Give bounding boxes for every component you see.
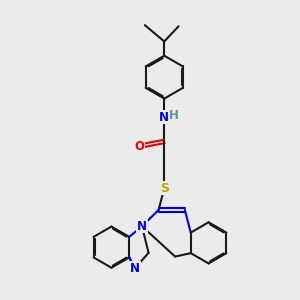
Text: H: H (169, 109, 179, 122)
Text: N: N (130, 262, 140, 275)
Text: N: N (137, 220, 147, 233)
Text: S: S (160, 182, 169, 194)
Text: N: N (159, 111, 169, 124)
Text: O: O (134, 140, 144, 153)
